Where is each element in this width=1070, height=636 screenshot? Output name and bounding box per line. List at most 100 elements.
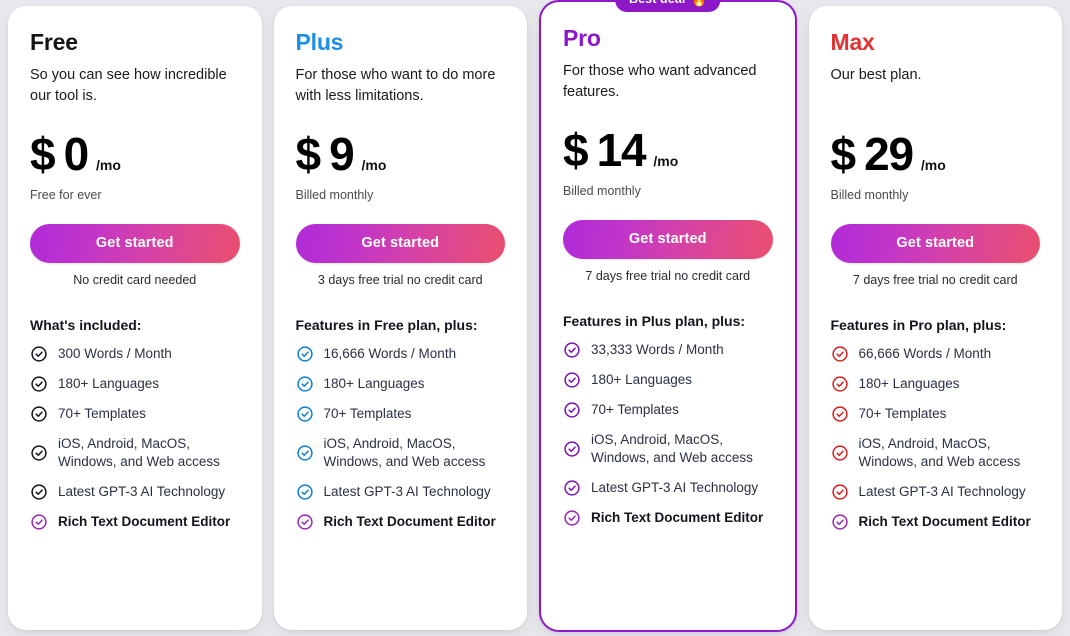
check-circle-icon <box>563 401 581 419</box>
check-circle-icon <box>296 405 314 423</box>
features-heading: Features in Free plan, plus: <box>295 317 478 334</box>
feature-label: 70+ Templates <box>58 406 146 422</box>
feature-item: 180+ Languages <box>831 369 1041 399</box>
check-circle-icon <box>30 483 48 501</box>
feature-label: iOS, Android, MacOS, Windows, and Web ac… <box>858 436 1021 470</box>
price-period: /mo <box>361 157 387 174</box>
feature-label: iOS, Android, MacOS, Windows, and Web ac… <box>323 436 486 470</box>
price-row: $0/mo <box>30 131 240 177</box>
check-circle-icon <box>30 345 48 363</box>
features-heading: What's included: <box>30 317 142 334</box>
feature-item: iOS, Android, MacOS, Windows, and Web ac… <box>563 425 773 473</box>
feature-label: iOS, Android, MacOS, Windows, and Web ac… <box>591 432 753 466</box>
feature-label: 66,666 Words / Month <box>858 346 992 362</box>
plan-tagline: For those who want advanced features. <box>563 63 757 100</box>
plan-card-free[interactable]: Free So you can see how incredible our to… <box>8 6 262 630</box>
plan-tagline: So you can see how incredible our tool i… <box>30 67 227 104</box>
check-circle-icon <box>296 444 314 462</box>
check-circle-icon <box>30 375 48 393</box>
feature-item: Latest GPT-3 AI Technology <box>563 473 773 503</box>
plan-card-pro[interactable]: Best deal 🔥 Pro For those who want advanced… <box>539 0 797 632</box>
feature-label: 180+ Languages <box>591 372 692 388</box>
feature-label: Latest GPT-3 AI Technology <box>858 484 1026 500</box>
feature-label: iOS, Android, MacOS, Windows, and Web ac… <box>58 436 220 470</box>
check-circle-icon <box>831 405 849 423</box>
price-row: $14/mo <box>563 127 773 173</box>
cta-note: No credit card needed <box>73 273 197 288</box>
price-amount: 29 <box>864 128 914 181</box>
price-currency: $ <box>830 128 857 181</box>
feature-item: 70+ Templates <box>831 399 1041 429</box>
feature-item: Rich Text Document Editor <box>296 507 506 537</box>
feature-item: Latest GPT-3 AI Technology <box>296 477 506 507</box>
feature-item: Rich Text Document Editor <box>563 503 773 533</box>
feature-item: Latest GPT-3 AI Technology <box>30 477 240 507</box>
get-started-button-plus[interactable]: Get started <box>295 224 505 264</box>
price-currency: $ <box>563 124 589 177</box>
feature-label: 180+ Languages <box>323 376 425 392</box>
feature-item: 180+ Languages <box>30 369 240 399</box>
feature-label: Rich Text Document Editor <box>323 514 496 530</box>
feature-label: Latest GPT-3 AI Technology <box>323 484 491 500</box>
feature-label: Rich Text Document Editor <box>58 514 231 530</box>
feature-label: 70+ Templates <box>858 406 947 422</box>
feature-item: 16,666 Words / Month <box>296 339 506 369</box>
feature-label: 70+ Templates <box>591 402 679 418</box>
plan-card-plus[interactable]: Plus For those who want to do more with l… <box>273 6 527 630</box>
check-circle-icon <box>296 345 314 363</box>
plan-name-plus: Plus <box>295 29 344 55</box>
feature-label: 33,333 Words / Month <box>591 342 724 358</box>
price-period: /mo <box>653 153 679 170</box>
get-started-button-max[interactable]: Get started <box>830 224 1040 264</box>
best-deal-label: Best deal <box>629 0 685 7</box>
get-started-button-free[interactable]: Get started <box>30 224 240 264</box>
check-circle-icon <box>563 341 581 359</box>
feature-label: 70+ Templates <box>323 406 412 422</box>
feature-item: 33,333 Words / Month <box>563 335 773 365</box>
feature-label: Rich Text Document Editor <box>591 510 764 526</box>
price-amount: 9 <box>329 128 355 181</box>
price-amount: 14 <box>596 124 647 177</box>
feature-item: Latest GPT-3 AI Technology <box>831 477 1041 507</box>
plan-card-max[interactable]: Max Our best plan. $29/mo Billed monthly Get… <box>808 6 1062 630</box>
feature-item: iOS, Android, MacOS, Windows, and Web ac… <box>30 429 240 477</box>
features-list: 66,666 Words / Month 180+ Languages 70+ Te… <box>831 339 1041 537</box>
billing-note: Billed monthly <box>830 188 909 203</box>
feature-item: 70+ Templates <box>30 399 240 429</box>
price-period: /mo <box>920 157 946 174</box>
billing-note: Free for ever <box>30 188 102 203</box>
feature-item: 180+ Languages <box>296 369 506 399</box>
feature-item: iOS, Android, MacOS, Windows, and Web ac… <box>831 429 1041 477</box>
feature-label: Rich Text Document Editor <box>858 514 1031 530</box>
price-amount: 0 <box>63 128 90 181</box>
plan-tagline: For those who want to do more with less … <box>295 67 496 104</box>
check-circle-icon <box>563 440 581 458</box>
feature-item: 70+ Templates <box>563 395 773 425</box>
feature-item: iOS, Android, MacOS, Windows, and Web ac… <box>296 429 506 477</box>
feature-item: 180+ Languages <box>563 365 773 395</box>
feature-label: 16,666 Words / Month <box>323 346 457 362</box>
feature-label: 300 Words / Month <box>58 346 172 362</box>
feature-item: Rich Text Document Editor <box>30 507 240 537</box>
check-circle-icon <box>831 444 849 462</box>
plan-tagline: Our best plan. <box>830 67 922 84</box>
check-circle-icon <box>831 513 849 531</box>
features-heading: Features in Plus plan, plus: <box>563 313 746 330</box>
check-circle-icon <box>563 479 581 497</box>
check-circle-icon <box>30 405 48 423</box>
cta-note: 3 days free trial no credit card <box>317 273 483 288</box>
feature-label: 180+ Languages <box>858 376 960 392</box>
check-circle-icon <box>296 483 314 501</box>
price-row: $29/mo <box>831 131 1041 177</box>
get-started-button-pro[interactable]: Get started <box>563 220 773 260</box>
feature-item: 70+ Templates <box>296 399 506 429</box>
billing-note: Billed monthly <box>563 184 641 199</box>
features-list: 33,333 Words / Month 180+ Languages 70+ Te… <box>563 335 773 533</box>
check-circle-icon <box>30 513 48 531</box>
features-list: 16,666 Words / Month 180+ Languages 70+ Te… <box>296 339 506 537</box>
features-heading: Features in Pro plan, plus: <box>830 317 1007 334</box>
price-period: /mo <box>95 157 121 174</box>
check-circle-icon <box>831 483 849 501</box>
features-list: 300 Words / Month 180+ Languages 70+ Templ… <box>30 339 240 537</box>
feature-label: Latest GPT-3 AI Technology <box>58 484 226 500</box>
